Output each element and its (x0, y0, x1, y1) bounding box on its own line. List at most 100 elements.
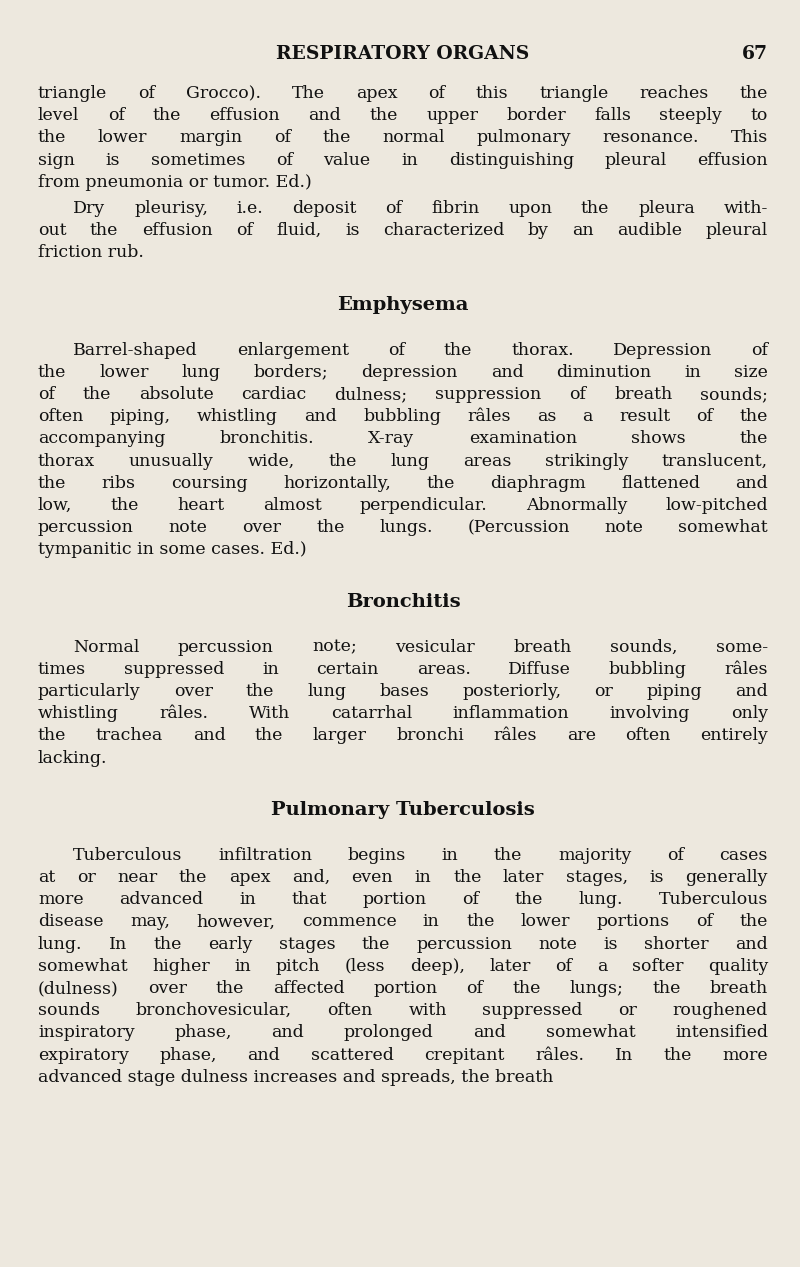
Text: low,: low, (38, 497, 72, 514)
Text: ribs: ribs (102, 475, 136, 492)
Text: audible: audible (618, 222, 682, 239)
Text: crepitant: crepitant (424, 1047, 505, 1063)
Text: quality: quality (708, 958, 768, 974)
Text: the: the (514, 891, 543, 908)
Text: with-: with- (724, 200, 768, 217)
Text: bronchi: bronchi (396, 727, 464, 745)
Text: trachea: trachea (96, 727, 163, 745)
Text: and: and (309, 108, 341, 124)
Text: lung: lung (390, 452, 429, 470)
Text: portion: portion (362, 891, 426, 908)
Text: that: that (291, 891, 326, 908)
Text: softer: softer (632, 958, 683, 974)
Text: the: the (38, 475, 66, 492)
Text: of: of (138, 85, 155, 103)
Text: of: of (696, 408, 714, 426)
Text: or: or (594, 683, 614, 699)
Text: unusually: unusually (129, 452, 214, 470)
Text: low-pitched: low-pitched (666, 497, 768, 514)
Text: dulness;: dulness; (334, 386, 407, 403)
Text: higher: higher (152, 958, 210, 974)
Text: entirely: entirely (700, 727, 768, 745)
Text: somewhat: somewhat (678, 519, 768, 536)
Text: is: is (106, 152, 120, 169)
Text: triangle: triangle (539, 85, 609, 103)
Text: lung: lung (307, 683, 346, 699)
Text: depression: depression (362, 364, 458, 381)
Text: in: in (239, 891, 256, 908)
Text: X-ray: X-ray (368, 431, 414, 447)
Text: inspiratory: inspiratory (38, 1025, 134, 1041)
Text: Emphysema: Emphysema (338, 295, 469, 314)
Text: in: in (423, 914, 440, 930)
Text: bronchovesicular,: bronchovesicular, (135, 1002, 292, 1019)
Text: the: the (38, 129, 66, 147)
Text: near: near (117, 869, 158, 886)
Text: the: the (653, 979, 681, 997)
Text: begins: begins (348, 846, 406, 864)
Text: larger: larger (313, 727, 367, 745)
Text: effusion: effusion (210, 108, 280, 124)
Text: and: and (193, 727, 226, 745)
Text: an: an (572, 222, 594, 239)
Text: apex: apex (229, 869, 270, 886)
Text: the: the (581, 200, 610, 217)
Text: RESPIRATORY ORGANS: RESPIRATORY ORGANS (276, 46, 530, 63)
Text: is: is (603, 935, 618, 953)
Text: bubbling: bubbling (363, 408, 441, 426)
Text: more: more (38, 891, 84, 908)
Text: 67: 67 (742, 46, 768, 63)
Text: the: the (370, 108, 398, 124)
Text: Tuberculous: Tuberculous (73, 846, 182, 864)
Text: the: the (328, 452, 357, 470)
Text: size: size (734, 364, 768, 381)
Text: phase,: phase, (174, 1025, 232, 1041)
Text: reaches: reaches (639, 85, 709, 103)
Text: sign: sign (38, 152, 75, 169)
Text: suppressed: suppressed (482, 1002, 582, 1019)
Text: note: note (605, 519, 644, 536)
Text: triangle: triangle (38, 85, 107, 103)
Text: and: and (271, 1025, 304, 1041)
Text: perpendicular.: perpendicular. (360, 497, 487, 514)
Text: and: and (304, 408, 337, 426)
Text: diaphragm: diaphragm (490, 475, 586, 492)
Text: normal: normal (382, 129, 445, 147)
Text: suppressed: suppressed (124, 661, 224, 678)
Text: note: note (169, 519, 207, 536)
Text: particularly: particularly (38, 683, 141, 699)
Text: may,: may, (130, 914, 170, 930)
Text: stages,: stages, (566, 869, 628, 886)
Text: (Percussion: (Percussion (467, 519, 570, 536)
Text: the: the (466, 914, 494, 930)
Text: effusion: effusion (698, 152, 768, 169)
Text: thorax.: thorax. (511, 342, 574, 359)
Text: or: or (77, 869, 96, 886)
Text: somewhat: somewhat (546, 1025, 635, 1041)
Text: the: the (246, 683, 274, 699)
Text: deposit: deposit (292, 200, 357, 217)
Text: are: are (566, 727, 596, 745)
Text: absolute: absolute (139, 386, 214, 403)
Text: of: of (466, 979, 483, 997)
Text: lung.: lung. (578, 891, 623, 908)
Text: often: often (327, 1002, 373, 1019)
Text: and: and (474, 1025, 506, 1041)
Text: lacking.: lacking. (38, 750, 107, 767)
Text: areas.: areas. (417, 661, 470, 678)
Text: cases: cases (720, 846, 768, 864)
Text: sounds,: sounds, (610, 639, 678, 655)
Text: later: later (503, 869, 544, 886)
Text: margin: margin (179, 129, 242, 147)
Text: of: of (555, 958, 572, 974)
Text: distinguishing: distinguishing (449, 152, 574, 169)
Text: in: in (234, 958, 251, 974)
Text: the: the (215, 979, 244, 997)
Text: in: in (685, 364, 701, 381)
Text: a: a (582, 408, 593, 426)
Text: the: the (512, 979, 541, 997)
Text: Dry: Dry (73, 200, 106, 217)
Text: the: the (494, 846, 522, 864)
Text: Normal: Normal (73, 639, 139, 655)
Text: areas: areas (462, 452, 511, 470)
